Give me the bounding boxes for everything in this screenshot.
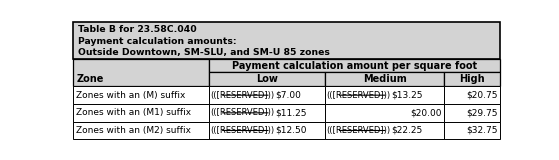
- Text: (([RESERVED])): (([RESERVED])): [210, 126, 274, 135]
- Bar: [209, 86, 325, 104]
- Text: $20.00: $20.00: [410, 108, 442, 117]
- Bar: [73, 86, 209, 104]
- Text: $20.75: $20.75: [466, 91, 498, 100]
- Bar: [73, 104, 209, 122]
- Text: Outside Downtown, SM-SLU, and SM-U 85 zones: Outside Downtown, SM-SLU, and SM-U 85 zo…: [78, 48, 330, 57]
- Text: $29.75: $29.75: [466, 108, 498, 117]
- Text: $13.25: $13.25: [392, 91, 423, 100]
- Text: Zones with an (M1) suffix: Zones with an (M1) suffix: [77, 108, 192, 117]
- Text: High: High: [459, 74, 485, 84]
- Bar: [444, 122, 500, 139]
- Text: Zones with an (M2) suffix: Zones with an (M2) suffix: [77, 126, 191, 135]
- Bar: [73, 59, 209, 86]
- Text: Table B for 23.58C.040: Table B for 23.58C.040: [78, 25, 196, 34]
- Text: $22.25: $22.25: [392, 126, 423, 135]
- Bar: [325, 122, 444, 139]
- Text: Zones with an (M) suffix: Zones with an (M) suffix: [77, 91, 186, 100]
- Text: Medium: Medium: [363, 74, 406, 84]
- Text: Zone: Zone: [77, 74, 104, 84]
- Text: (([RESERVED])): (([RESERVED])): [327, 91, 391, 100]
- Bar: [73, 22, 500, 59]
- Bar: [209, 72, 325, 86]
- Text: Payment calculation amounts:: Payment calculation amounts:: [78, 37, 236, 46]
- Bar: [73, 122, 209, 139]
- Text: Payment calculation amount per square foot: Payment calculation amount per square fo…: [231, 61, 477, 71]
- Bar: [209, 59, 500, 72]
- Bar: [209, 122, 325, 139]
- Bar: [325, 104, 444, 122]
- Bar: [325, 86, 444, 104]
- Text: (([RESERVED])): (([RESERVED])): [210, 91, 274, 100]
- Text: $32.75: $32.75: [466, 126, 498, 135]
- Text: $7.00: $7.00: [275, 91, 301, 100]
- Bar: [209, 104, 325, 122]
- Bar: [444, 72, 500, 86]
- Text: (([RESERVED])): (([RESERVED])): [327, 126, 391, 135]
- Text: (([RESERVED])): (([RESERVED])): [210, 108, 274, 117]
- Text: $12.50: $12.50: [275, 126, 306, 135]
- Bar: [325, 72, 444, 86]
- Bar: [444, 86, 500, 104]
- Bar: [444, 104, 500, 122]
- Text: Low: Low: [256, 74, 278, 84]
- Text: $11.25: $11.25: [275, 108, 306, 117]
